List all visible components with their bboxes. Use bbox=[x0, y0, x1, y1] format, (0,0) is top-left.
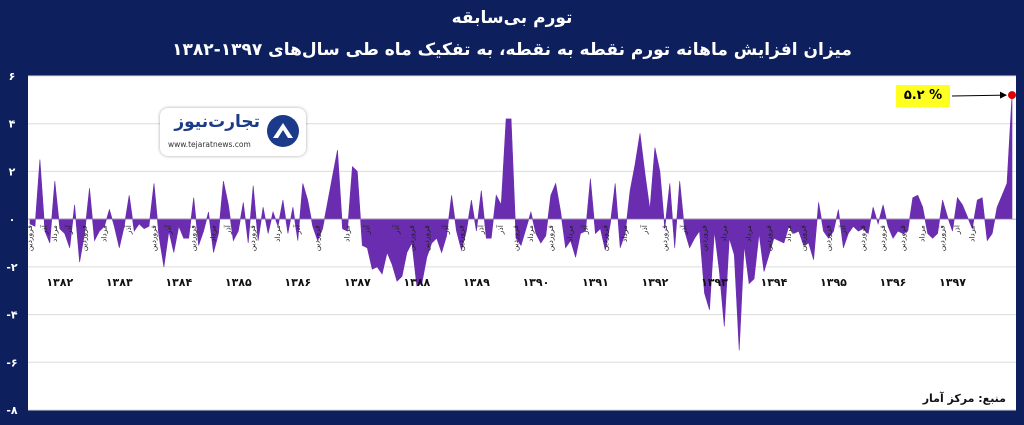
month-tick-label: آذر bbox=[495, 224, 505, 235]
month-tick-label: آذر bbox=[163, 224, 173, 235]
chart-subtitle: میزان افزایش ماهانه تورم نقطه به نقطه، ب… bbox=[172, 40, 852, 60]
month-tick-label: فروردین bbox=[511, 225, 520, 252]
month-tick-label: فروردین bbox=[938, 225, 947, 252]
year-tick-label: ۱۳۹۶ bbox=[880, 276, 907, 289]
logo-name: تجارت‌نیوز bbox=[174, 112, 260, 132]
month-tick-label: مرداد bbox=[620, 225, 629, 242]
source-note: منبع: مرکز آمار bbox=[922, 392, 1006, 405]
month-tick-label: آذر bbox=[679, 224, 689, 235]
month-tick-label: فروردین bbox=[600, 225, 609, 252]
year-tick-label: ۱۳۸۴ bbox=[165, 276, 192, 289]
month-tick-label: فروردین bbox=[457, 225, 466, 252]
year-tick-label: ۱۳۹۰ bbox=[522, 276, 549, 289]
year-tick-label: ۱۳۹۱ bbox=[582, 276, 609, 289]
month-tick-label: فروردین bbox=[25, 225, 34, 252]
month-tick-label: مرداد bbox=[744, 225, 753, 242]
month-tick-label: فروردین bbox=[858, 225, 867, 252]
year-tick-label: ۱۳۸۸ bbox=[403, 276, 430, 289]
month-tick-label: فروردین bbox=[546, 225, 555, 252]
month-tick-label: آذر bbox=[222, 224, 232, 235]
month-tick-label: فروردین bbox=[799, 225, 808, 252]
year-labels: ۱۳۸۲ ۱۳۸۳ ۱۳۸۴ ۱۳۸۵ ۱۳۸۶ ۱۳۸۷ ۱۳۸۸ ۱۳۸۹ ۱۳۹۰ ۱۳۹۱… bbox=[46, 276, 966, 289]
month-tick-label: فروردین bbox=[824, 225, 833, 252]
month-tick-label: مرداد bbox=[566, 225, 575, 242]
month-tick-label: آذر bbox=[39, 224, 49, 235]
month-tick-label: مرداد bbox=[50, 225, 59, 242]
month-tick-label: مرداد bbox=[719, 225, 728, 242]
month-tick-label: مرداد bbox=[967, 225, 976, 242]
y-tick-label: ۲ bbox=[9, 165, 16, 178]
month-tick-label: آذر bbox=[441, 224, 451, 235]
month-tick-label: فروردین bbox=[189, 225, 198, 252]
month-tick-label: آذر bbox=[475, 224, 485, 235]
month-tick-label: فروردین bbox=[898, 225, 907, 252]
month-tick-label: فروردین bbox=[248, 225, 257, 252]
month-tick-label: آذر bbox=[361, 224, 371, 235]
month-tick-label: فروردین bbox=[80, 225, 89, 252]
year-tick-label: ۱۳۹۵ bbox=[820, 276, 847, 289]
year-tick-label: ۱۳۸۲ bbox=[46, 276, 73, 289]
month-tick-label: مرداد bbox=[784, 225, 793, 242]
month-tick-label: فروردین bbox=[313, 225, 322, 252]
tejaratnews-logo: تجارت‌نیوز www.tejaratnews.com bbox=[160, 108, 306, 156]
month-tick-label: مرداد bbox=[99, 225, 108, 242]
month-tick-label: مرداد bbox=[526, 225, 535, 242]
month-tick-label: فروردین bbox=[878, 225, 887, 252]
year-tick-label: ۱۳۸۳ bbox=[106, 276, 133, 289]
month-tick-label: فروردین bbox=[700, 225, 709, 252]
callout-arrow-head bbox=[1000, 91, 1007, 99]
y-tick-label: -۸ bbox=[6, 404, 18, 417]
y-tick-label: ۶ bbox=[9, 70, 16, 83]
year-tick-label: ۱۳۸۵ bbox=[225, 276, 252, 289]
month-tick-label: آذر bbox=[64, 224, 74, 235]
month-tick-label: آذر bbox=[391, 224, 401, 235]
month-tick-label: فروردین bbox=[764, 225, 773, 252]
y-tick-label: ۴ bbox=[9, 118, 16, 131]
y-tick-label: -۲ bbox=[6, 261, 18, 274]
series-area bbox=[29, 95, 1013, 351]
month-tick-label: آذر bbox=[123, 224, 133, 235]
month-labels: فروردین آذر مرداد آذر فروردین مرداد آذر فروردین… bbox=[25, 224, 976, 251]
y-tick-label: -۴ bbox=[6, 309, 18, 322]
month-tick-label: مرداد bbox=[342, 225, 351, 242]
month-tick-label: فروردین bbox=[407, 225, 416, 252]
month-tick-label: آذر bbox=[837, 224, 847, 235]
month-tick-label: آذر bbox=[580, 224, 590, 235]
month-tick-label: آذر bbox=[292, 224, 302, 235]
logo-url: www.tejaratnews.com bbox=[168, 140, 251, 149]
callout-arrow-line bbox=[951, 94, 1007, 97]
y-tick-label: ۰ bbox=[9, 213, 16, 226]
month-tick-label: آذر bbox=[639, 224, 649, 235]
year-tick-label: ۱۳۹۷ bbox=[939, 276, 966, 289]
year-tick-label: ۱۳۸۶ bbox=[284, 276, 311, 289]
y-tick-label: -۶ bbox=[6, 356, 17, 369]
month-tick-label: آذر bbox=[951, 224, 961, 235]
year-tick-label: ۱۳۸۷ bbox=[344, 276, 371, 289]
year-tick-label: ۱۳۹۴ bbox=[761, 276, 788, 289]
month-tick-label: فروردین bbox=[660, 225, 669, 252]
month-tick-label: مرداد bbox=[273, 225, 282, 242]
year-tick-label: ۱۳۹۲ bbox=[641, 276, 668, 289]
tejaratnews-logo-icon bbox=[267, 115, 299, 147]
month-tick-label: مرداد bbox=[209, 225, 218, 242]
year-tick-label: ۱۳۸۹ bbox=[463, 276, 490, 289]
month-tick-label: مرداد bbox=[918, 225, 927, 242]
month-tick-label: فروردین bbox=[422, 225, 431, 252]
peak-point-marker bbox=[1008, 91, 1016, 100]
year-tick-label: ۱۳۹۳ bbox=[701, 276, 728, 289]
month-tick-label: فروردین bbox=[149, 225, 158, 252]
peak-value-callout: % ۵.۲ bbox=[896, 85, 950, 107]
chart-title: تورم بی‌سابقه bbox=[451, 8, 573, 28]
